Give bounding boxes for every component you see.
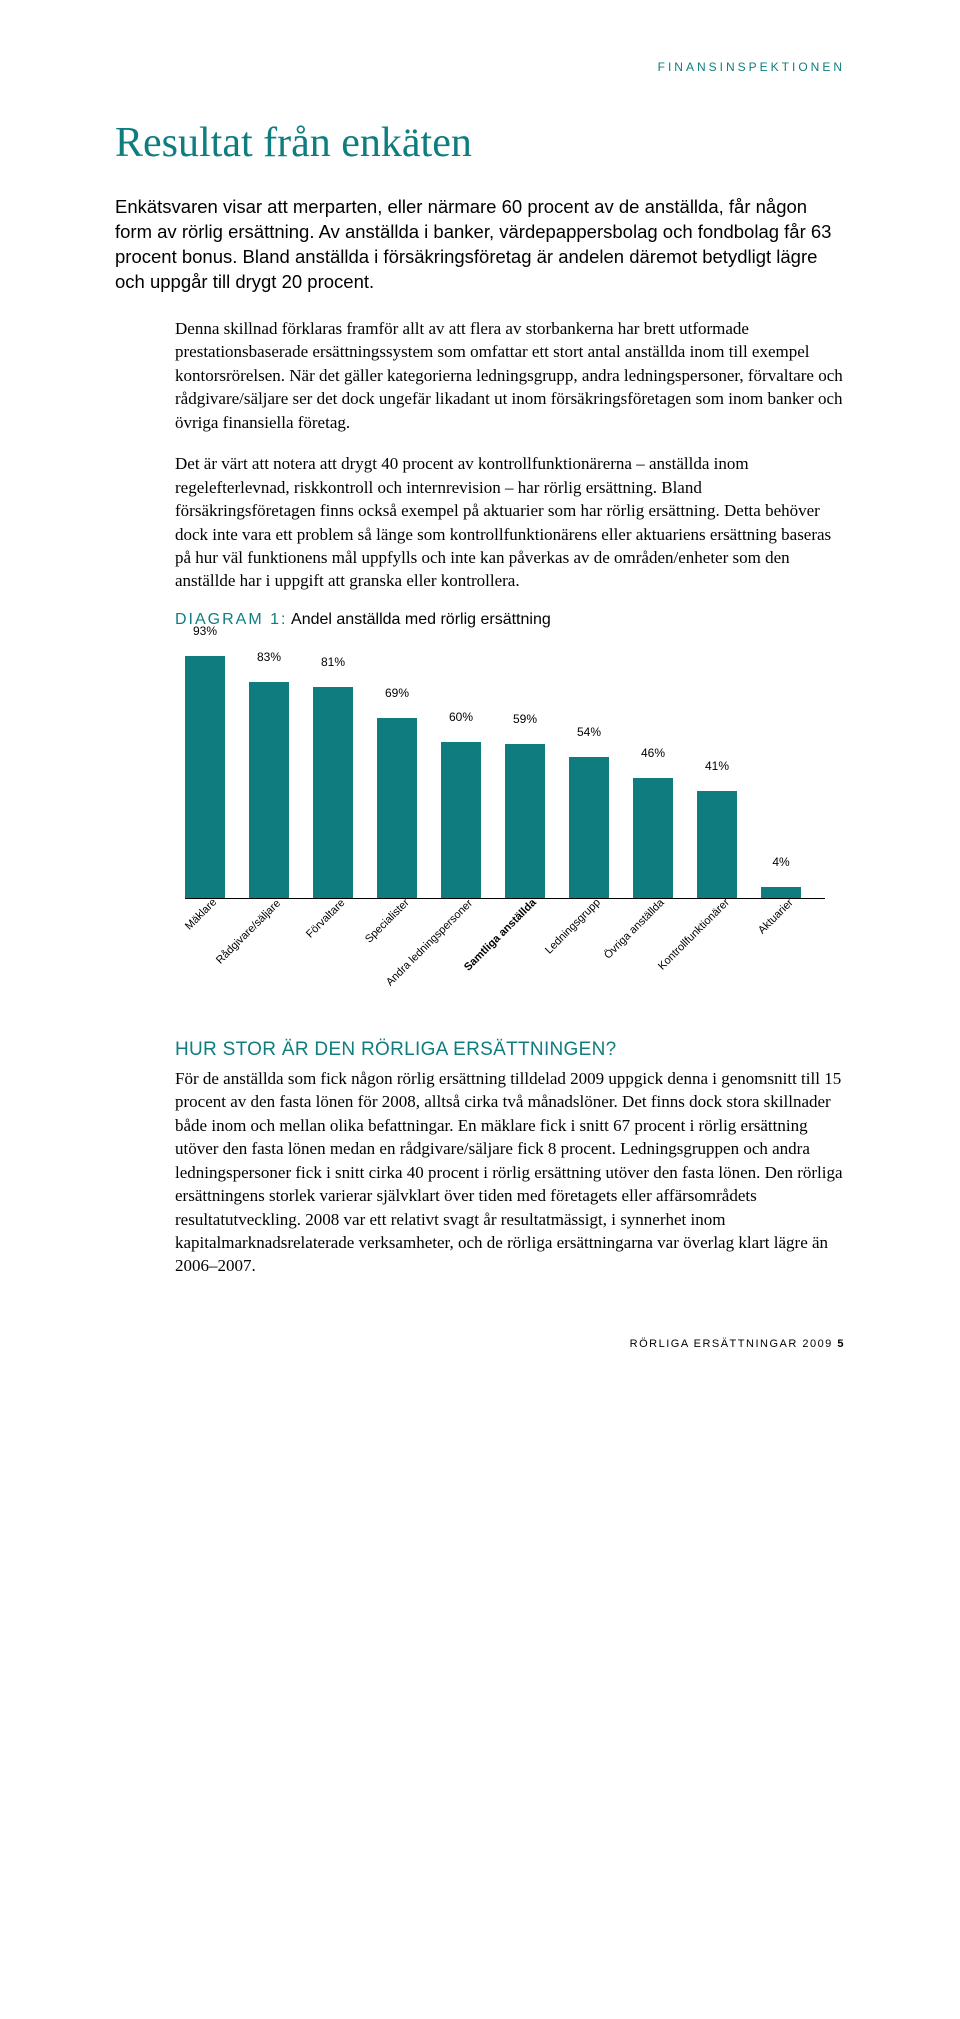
chart-container: 93%83%81%69%60%59%54%46%41%4% MäklareRåd…: [115, 639, 845, 1009]
diagram-title: Andel anställda med rörlig ersättning: [291, 611, 551, 628]
chart-bar: [185, 656, 225, 898]
chart-x-label: Rådgivare/säljare: [214, 897, 283, 966]
page-title: Resultat från enkäten: [115, 119, 845, 167]
intro-paragraph: Enkätsvaren visar att merparten, eller n…: [115, 195, 845, 295]
footer-doc-title: RÖRLIGA ERSÄTTNINGAR 2009: [630, 1338, 833, 1350]
chart-x-label: Kontrollfunktionärer: [656, 897, 732, 973]
chart-bar: [761, 887, 801, 897]
chart-bar-label: 69%: [377, 686, 417, 700]
chart-bar-label: 54%: [569, 725, 609, 739]
header-org: FINANSINSPEKTIONEN: [115, 60, 845, 74]
chart-x-label: Aktuarier: [756, 897, 796, 937]
chart-bar: [313, 687, 353, 898]
chart-bar: [633, 778, 673, 898]
chart-bar: [441, 742, 481, 898]
chart-bar-label: 83%: [249, 650, 289, 664]
chart-bar-label: 60%: [441, 710, 481, 724]
chart-x-label: Övriga anställda: [602, 897, 667, 962]
chart-x-label: Ledningsgrupp: [543, 897, 603, 957]
body-paragraph-1: Denna skillnad förklaras framför allt av…: [115, 317, 845, 434]
chart-x-axis: MäklareRådgivare/säljare Förvaltare Specia…: [185, 899, 825, 1009]
chart-bar-label: 93%: [185, 624, 225, 638]
chart-bar: [249, 682, 289, 898]
chart-x-label: Mäklare: [183, 897, 219, 933]
chart-bar: [569, 757, 609, 897]
section-body: För de anställda som fick någon rörlig e…: [115, 1067, 845, 1278]
chart-bar-label: 46%: [633, 746, 673, 760]
chart-x-label: Samtliga anställda: [462, 897, 539, 974]
chart-x-label: Specialister: [363, 897, 412, 946]
chart-bar-label: 41%: [697, 759, 737, 773]
chart-bar-label: 4%: [761, 855, 801, 869]
chart-bar: [377, 718, 417, 897]
chart-bar-label: 81%: [313, 655, 353, 669]
section-heading: HUR STOR ÄR DEN RÖRLIGA ERSÄTTNINGEN?: [115, 1039, 845, 1061]
bar-chart: 93%83%81%69%60%59%54%46%41%4%: [185, 639, 825, 899]
footer-page-number: 5: [837, 1338, 845, 1350]
chart-bar: [697, 791, 737, 898]
page-footer: RÖRLIGA ERSÄTTNINGAR 2009 5: [115, 1338, 845, 1350]
chart-bar: [505, 744, 545, 897]
body-paragraph-2: Det är värt att notera att drygt 40 proc…: [115, 452, 845, 593]
chart-x-label: Förvaltare: [304, 897, 348, 941]
chart-bar-label: 59%: [505, 712, 545, 726]
